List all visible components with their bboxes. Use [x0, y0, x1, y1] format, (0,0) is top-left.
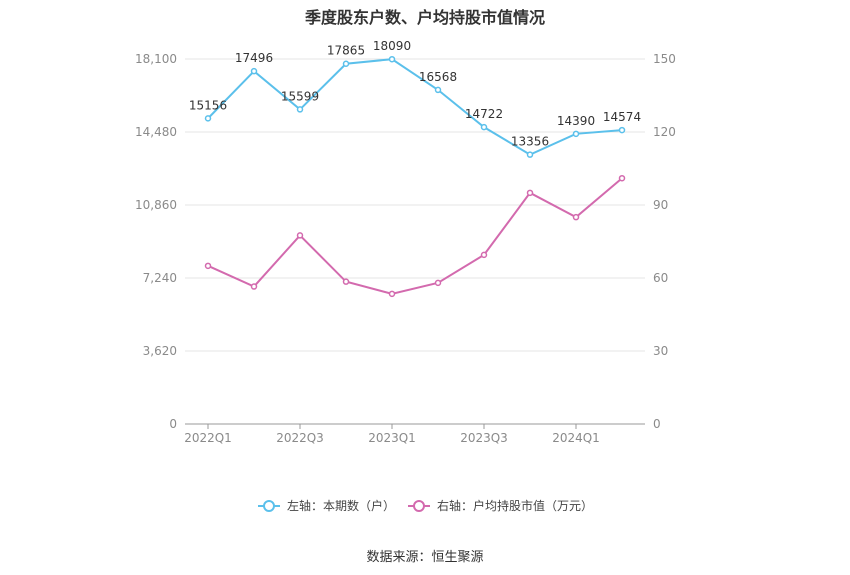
data-point: [250, 67, 258, 75]
chart: 0 0 3,620 30 7,240 60 10,860 90 14,480 120 18,100 1…: [135, 39, 676, 513]
legend-item-2: 右轴：户均持股市值（万元）: [408, 498, 593, 513]
data-point: [434, 279, 442, 287]
left-axis-tick-label: 14,480: [135, 125, 177, 139]
right-axis-tick-label: 0: [653, 417, 661, 431]
data-point: [526, 189, 534, 197]
data-point: [480, 251, 488, 259]
data-label: 14722: [465, 107, 503, 121]
data-point: [296, 106, 304, 113]
left-axis-tick-label: 3,620: [143, 344, 177, 358]
data-point: [342, 278, 350, 285]
x-axis-tick-label: 2022Q3: [276, 431, 324, 445]
data-point: [388, 55, 396, 63]
x-axis-tick-label: 2023Q1: [368, 431, 416, 445]
left-axis-tick-label: 0: [169, 417, 177, 431]
series-layer: 15156 17496 15599 17865 18090 16568 14722 13356…: [189, 39, 641, 298]
left-axis-tick-label: 7,240: [143, 271, 177, 285]
axes: 0 0 3,620 30 7,240 60 10,860 90 14,480 120 18,100 1…: [135, 52, 676, 445]
data-point: [296, 232, 304, 239]
data-point: [204, 262, 212, 270]
series-1: 15156 17496 15599 17865 18090 16568 14722 13356…: [189, 39, 641, 158]
data-label: 17496: [235, 51, 273, 65]
x-axis-tick-label: 2023Q3: [460, 431, 508, 445]
data-point: [480, 123, 488, 131]
left-axis-tick-label: 18,100: [135, 52, 177, 66]
legend-label: 右轴：户均持股市值（万元）: [437, 498, 593, 513]
legend-label: 左轴：本期数（户）: [287, 498, 395, 513]
data-label: 13356: [511, 135, 549, 149]
chart-title: 季度股东户数、户均持股市值情况: [304, 8, 545, 27]
data-label: 15156: [189, 98, 227, 112]
data-point: [618, 174, 626, 182]
data-label: 16568: [419, 70, 457, 84]
legend-marker: [263, 500, 275, 512]
legend-marker: [413, 500, 425, 512]
data-point: [342, 60, 350, 67]
data-point: [388, 290, 396, 298]
x-axis-tick-label: 2022Q1: [184, 431, 232, 445]
series-line: [207, 58, 623, 156]
data-label: 14390: [557, 114, 595, 128]
series-2: [204, 174, 626, 298]
left-axis-tick-label: 10,860: [135, 198, 177, 212]
right-axis-tick-label: 150: [653, 52, 676, 66]
right-axis-tick-label: 90: [653, 198, 668, 212]
right-axis-tick-label: 60: [653, 271, 668, 285]
data-label: 15599: [281, 89, 319, 103]
grid-lines: [185, 58, 645, 352]
data-point: [434, 86, 442, 94]
data-point: [204, 115, 212, 122]
data-point: [618, 126, 626, 134]
legend: 左轴：本期数（户） 右轴：户均持股市值（万元）: [258, 498, 593, 513]
source-note: 数据来源：恒生聚源: [366, 550, 484, 565]
x-axis-tick-label: 2024Q1: [552, 431, 600, 445]
legend-item-1: 左轴：本期数（户）: [258, 498, 395, 513]
data-label: 17865: [327, 44, 365, 58]
data-label: 18090: [373, 39, 411, 53]
data-point: [572, 213, 580, 221]
data-point: [526, 151, 534, 158]
data-point: [572, 130, 580, 138]
right-axis-tick-label: 30: [653, 344, 668, 358]
data-label: 14574: [603, 110, 641, 124]
right-axis-tick-label: 120: [653, 125, 676, 139]
series-line: [207, 177, 623, 295]
data-point: [250, 283, 258, 290]
